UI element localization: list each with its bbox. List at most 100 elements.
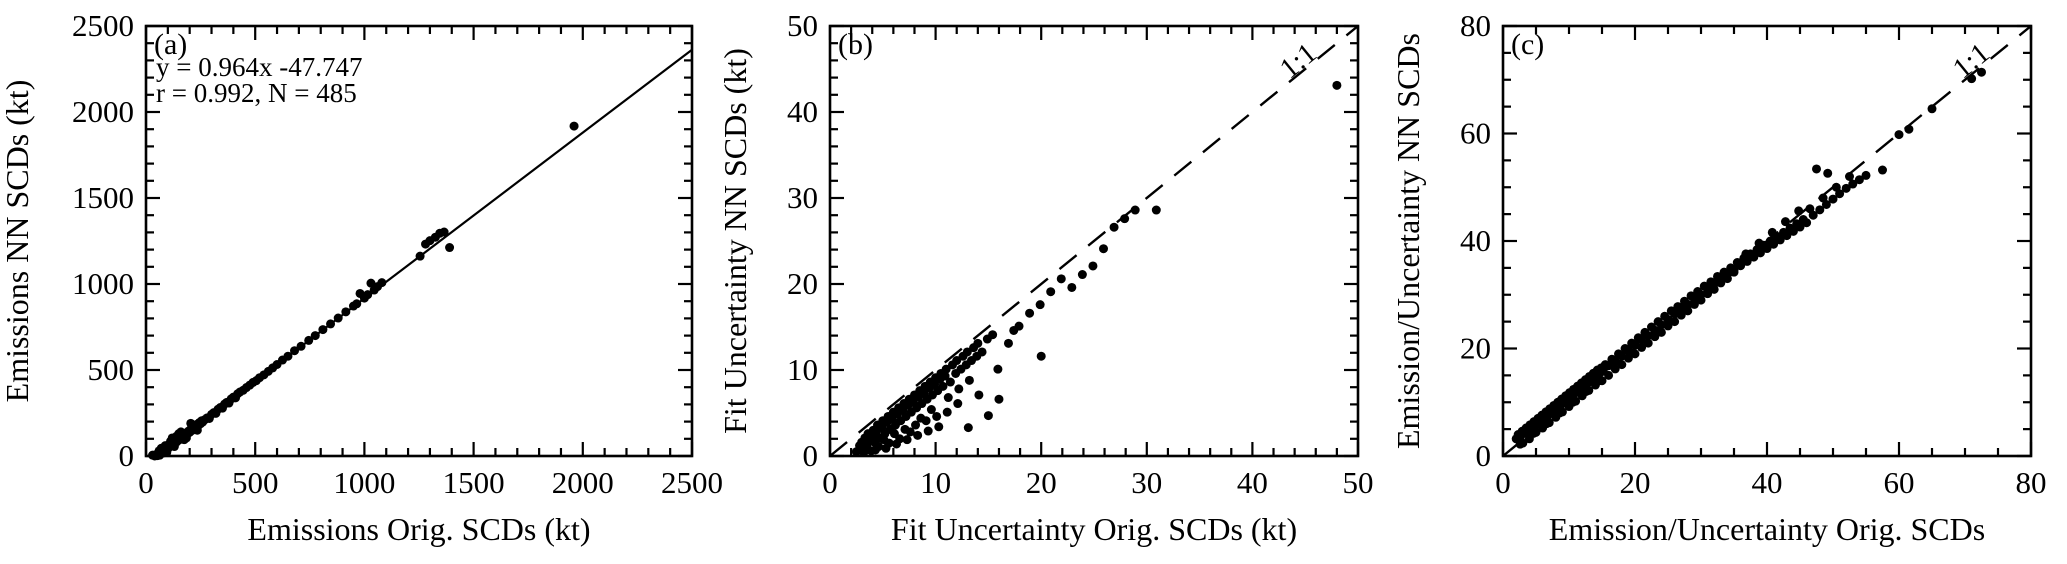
scatter-point bbox=[1568, 397, 1578, 407]
scatter-point bbox=[1736, 261, 1746, 271]
y-tick-label: 2500 bbox=[72, 8, 134, 43]
x-tick-label: 50 bbox=[1343, 465, 1374, 500]
y-tick-label: 500 bbox=[88, 352, 135, 387]
scatter-point bbox=[1780, 217, 1790, 227]
scatter-point bbox=[1670, 309, 1680, 319]
scatter-point bbox=[1676, 310, 1686, 320]
scatter-point bbox=[1683, 299, 1693, 309]
y-axis-title: Fit Uncertainty NN SCDs (kt) bbox=[717, 48, 753, 434]
panel-label: (b) bbox=[838, 28, 873, 61]
y-axis-title: Emissions NN SCDs (kt) bbox=[0, 80, 35, 403]
scatter-point bbox=[988, 330, 998, 340]
scatter-point bbox=[953, 399, 963, 409]
scatter-point bbox=[1828, 194, 1838, 204]
scatter-point bbox=[1854, 175, 1864, 185]
scatter-point bbox=[1099, 244, 1109, 254]
scatter-point bbox=[1689, 299, 1699, 309]
scatter-point bbox=[902, 435, 912, 445]
scatter-point bbox=[1610, 364, 1620, 374]
plot-frame bbox=[144, 24, 694, 458]
y-tick-label: 1500 bbox=[72, 180, 134, 215]
fit-equation: y = 0.964x -47.747 bbox=[156, 52, 362, 82]
scatter-point bbox=[1927, 104, 1937, 114]
panel-c: 1:10 20 40 60 80020406080(c)Emission/Uncerta… bbox=[1390, 8, 2047, 547]
scatter-point bbox=[186, 418, 196, 428]
scatter-point bbox=[318, 325, 328, 335]
scatter-point bbox=[1818, 193, 1828, 203]
y-tick-label: 40 bbox=[787, 94, 818, 129]
scatter-point bbox=[983, 411, 993, 421]
scatter-point bbox=[1769, 239, 1779, 249]
scatter-point bbox=[1749, 252, 1759, 262]
scatter-point bbox=[1623, 353, 1633, 363]
scatter-point bbox=[913, 430, 923, 440]
scatter-point bbox=[932, 411, 942, 421]
y-axis-title: Emission/Uncertainty NN SCDs bbox=[1390, 33, 1426, 449]
scatter-point bbox=[290, 346, 300, 356]
scatter-point bbox=[938, 381, 948, 391]
y-tick-label: 40 bbox=[1460, 223, 1491, 258]
scatter-point bbox=[993, 364, 1003, 374]
scatter-point bbox=[1762, 244, 1772, 254]
scatter-point bbox=[1967, 74, 1977, 84]
y-tick-label: 10 bbox=[787, 352, 818, 387]
scatter-point bbox=[977, 347, 987, 357]
scatter-point bbox=[415, 251, 425, 261]
scatter-point bbox=[1056, 274, 1066, 284]
scatter-point bbox=[326, 319, 336, 329]
scatter-point bbox=[911, 420, 921, 430]
scatter-point bbox=[363, 290, 373, 300]
scatter-point bbox=[905, 427, 915, 437]
scatter-point bbox=[179, 435, 189, 445]
scatter-point bbox=[1003, 338, 1013, 348]
plot-frame bbox=[828, 24, 1360, 458]
scatter-point bbox=[1767, 227, 1777, 237]
scatter-point bbox=[964, 375, 974, 385]
scatter-point bbox=[952, 356, 962, 366]
scatter-point bbox=[1696, 295, 1706, 305]
scatter-point bbox=[439, 227, 449, 237]
scatter-point bbox=[1703, 289, 1713, 299]
scatter-point bbox=[1643, 331, 1653, 341]
x-tick-label: 40 bbox=[1752, 465, 1783, 500]
scatter-point bbox=[192, 425, 202, 435]
scatter-point bbox=[1528, 428, 1538, 438]
scatter-point bbox=[377, 278, 387, 288]
scatter-point bbox=[1555, 408, 1565, 418]
y-tick-label: 60 bbox=[1460, 116, 1491, 151]
scatter-point bbox=[1046, 287, 1056, 297]
scatter-point bbox=[1630, 349, 1640, 359]
scatter-point bbox=[1815, 205, 1825, 215]
scatter-point bbox=[1035, 300, 1045, 310]
scatter-point bbox=[1904, 124, 1914, 134]
x-axis-title: Fit Uncertainty Orig. SCDs (kt) bbox=[891, 511, 1297, 547]
scatter-point bbox=[973, 338, 983, 348]
scatter-point bbox=[341, 307, 351, 317]
y-tick-label: 80 bbox=[1460, 8, 1491, 43]
panel-label: (a) bbox=[154, 28, 187, 61]
scatter-point bbox=[352, 299, 362, 309]
y-tick-label: 20 bbox=[1460, 331, 1491, 366]
scatter-point bbox=[994, 394, 1004, 404]
scatter-point bbox=[169, 442, 179, 452]
scatter-point bbox=[1036, 351, 1046, 361]
scatter-point bbox=[942, 407, 952, 417]
fit-stats: r = 0.992, N = 485 bbox=[156, 78, 357, 108]
scatter-point bbox=[940, 371, 950, 381]
scatter-point bbox=[174, 429, 184, 439]
x-tick-label: 40 bbox=[1237, 465, 1268, 500]
y-tick-label: 0 bbox=[803, 438, 819, 473]
scatter-point bbox=[156, 443, 166, 453]
scatter-point bbox=[1130, 205, 1140, 215]
scatter-point bbox=[1025, 308, 1035, 318]
scatter-point bbox=[1754, 238, 1764, 248]
scatter-point bbox=[1841, 183, 1851, 193]
x-tick-label: 0 bbox=[822, 465, 838, 500]
x-tick-label: 1000 bbox=[333, 465, 395, 500]
scatter-point bbox=[310, 331, 320, 341]
scatter-point bbox=[1878, 165, 1887, 175]
scatter-point bbox=[1894, 130, 1904, 140]
scatter-point bbox=[1722, 274, 1732, 284]
